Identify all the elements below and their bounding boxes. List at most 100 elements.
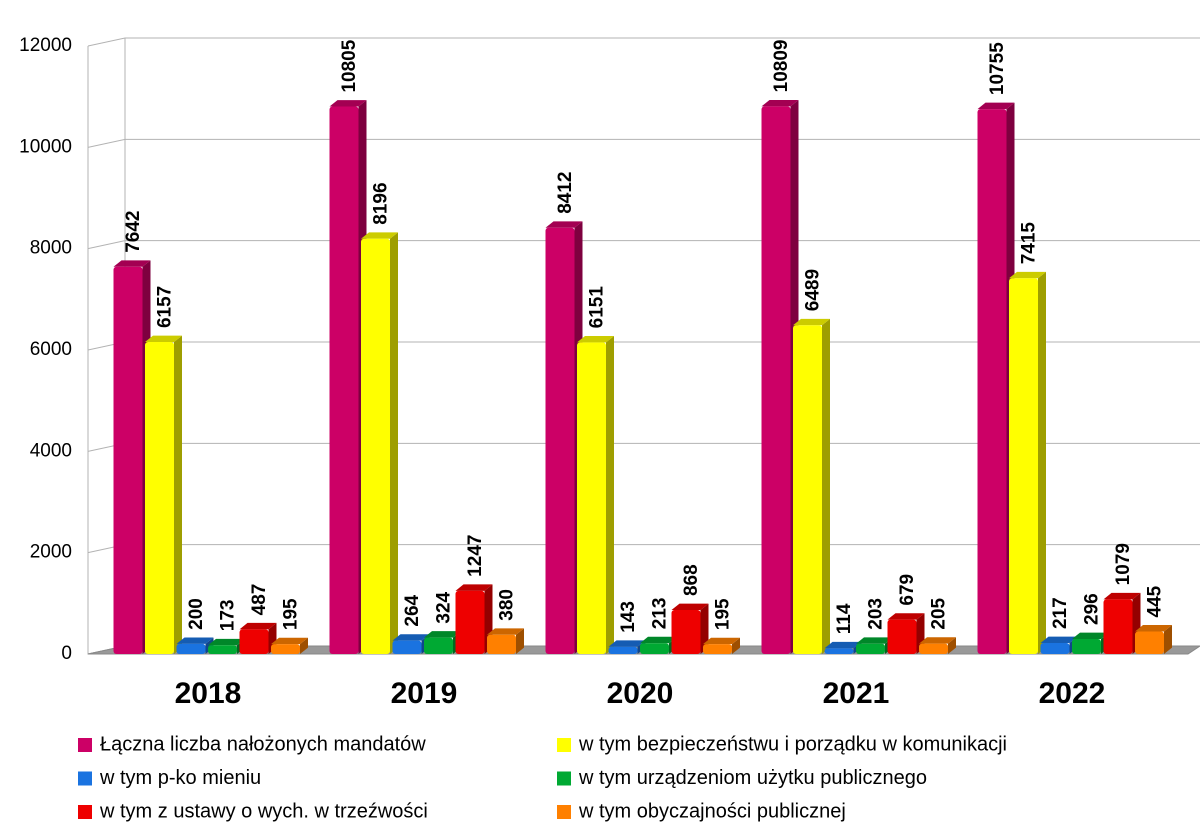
bar-top	[361, 232, 398, 239]
data-label: 173	[218, 600, 239, 632]
bar	[1009, 278, 1038, 654]
bar-top	[671, 603, 709, 611]
bar-top	[1072, 632, 1109, 640]
y-tick-label: 6000	[30, 339, 72, 360]
bar	[1135, 631, 1164, 654]
data-label: 8196	[371, 182, 392, 224]
y-tick-label: 4000	[30, 440, 72, 461]
legend-label: w tym obyczajności publicznej	[578, 800, 846, 822]
bar-top	[545, 221, 583, 228]
bar-top	[424, 631, 461, 638]
bar-side	[948, 637, 956, 654]
data-label: 200	[186, 598, 207, 630]
data-label: 264	[402, 594, 423, 626]
bar-side	[732, 637, 740, 654]
legend-label: w tym z ustawy o wych. w trzeźwości	[99, 800, 428, 822]
bar-top	[703, 637, 740, 645]
data-label: 445	[1145, 585, 1166, 617]
bar-top	[1040, 636, 1078, 644]
data-label: 7415	[1019, 222, 1040, 265]
x-tick-label: 2018	[175, 677, 242, 710]
bar-top	[856, 637, 893, 644]
bar	[577, 342, 606, 654]
bar-top	[455, 584, 493, 591]
bar-top	[271, 637, 308, 645]
bar	[176, 643, 206, 654]
y-tick-label: 10000	[19, 136, 72, 157]
legend-swatch	[78, 738, 92, 752]
data-label: 324	[434, 591, 455, 623]
bar-side	[822, 318, 830, 654]
data-label: 203	[866, 598, 887, 630]
data-label: 10805	[339, 39, 360, 92]
data-label: 10809	[771, 40, 792, 93]
y-tick-label: 12000	[19, 35, 72, 56]
bar	[824, 648, 854, 654]
data-label: 195	[281, 598, 302, 630]
data-label: 679	[897, 574, 918, 606]
bar-top	[487, 628, 524, 635]
bar	[1072, 639, 1101, 654]
bar	[640, 643, 669, 654]
bar	[145, 342, 174, 654]
data-label: 296	[1082, 593, 1103, 625]
y-tick-label: 0	[61, 643, 72, 664]
bar-side	[1164, 625, 1172, 654]
legend-label: Łączna liczba nałożonych mandatów	[100, 733, 426, 755]
bar	[208, 645, 237, 654]
bar-top	[577, 335, 614, 343]
bar-top	[919, 637, 956, 644]
data-label: 1079	[1113, 543, 1134, 585]
legend-swatch	[557, 738, 571, 752]
data-label: 195	[713, 598, 734, 630]
data-label: 1247	[465, 535, 486, 577]
bar	[703, 644, 732, 654]
data-label: 6157	[155, 286, 176, 328]
data-label: 487	[249, 584, 270, 616]
bar-top	[239, 622, 277, 630]
data-label: 6151	[587, 286, 608, 329]
legend-label: w tym urządzeniom użytku publicznego	[578, 767, 927, 789]
bar-top	[145, 335, 182, 343]
bar-top	[608, 640, 646, 647]
bar-side	[1038, 271, 1046, 654]
bar-top	[1135, 625, 1172, 632]
bar	[1040, 643, 1070, 654]
bar-side	[606, 335, 614, 654]
bar	[919, 643, 948, 654]
bar-top	[176, 637, 214, 644]
bar-side	[390, 232, 398, 654]
legend-label: w tym p-ko mieniu	[99, 767, 261, 789]
data-label: 217	[1050, 597, 1071, 629]
bar-top	[824, 641, 862, 649]
legend-swatch	[557, 771, 571, 786]
data-label: 114	[834, 603, 855, 634]
x-tick-label: 2022	[1039, 677, 1106, 710]
bar	[239, 629, 269, 654]
bar	[545, 227, 575, 655]
data-label: 10755	[987, 42, 1008, 95]
y-tick-label: 2000	[30, 542, 72, 563]
grid-line	[87, 37, 1200, 47]
x-tick-label: 2021	[823, 677, 890, 710]
bar-top	[329, 100, 367, 107]
bar-top	[977, 102, 1015, 110]
bar	[329, 106, 359, 654]
y-tick-label: 8000	[30, 238, 72, 259]
x-tick-label: 2019	[391, 677, 458, 710]
bar	[977, 109, 1007, 654]
legend-swatch	[78, 771, 92, 786]
bar	[856, 643, 885, 654]
data-label: 213	[650, 598, 671, 630]
legend-label: w tym bezpieczeństwu i porządku w komuni…	[578, 733, 1007, 755]
bar	[1103, 599, 1133, 654]
data-label: 6489	[803, 269, 824, 311]
grid-line	[87, 240, 1200, 250]
bar	[887, 619, 917, 654]
grid-line	[87, 138, 1200, 148]
bar	[455, 590, 485, 654]
bar-side	[174, 335, 182, 654]
bar-top	[887, 613, 925, 620]
data-label: 868	[681, 564, 702, 596]
